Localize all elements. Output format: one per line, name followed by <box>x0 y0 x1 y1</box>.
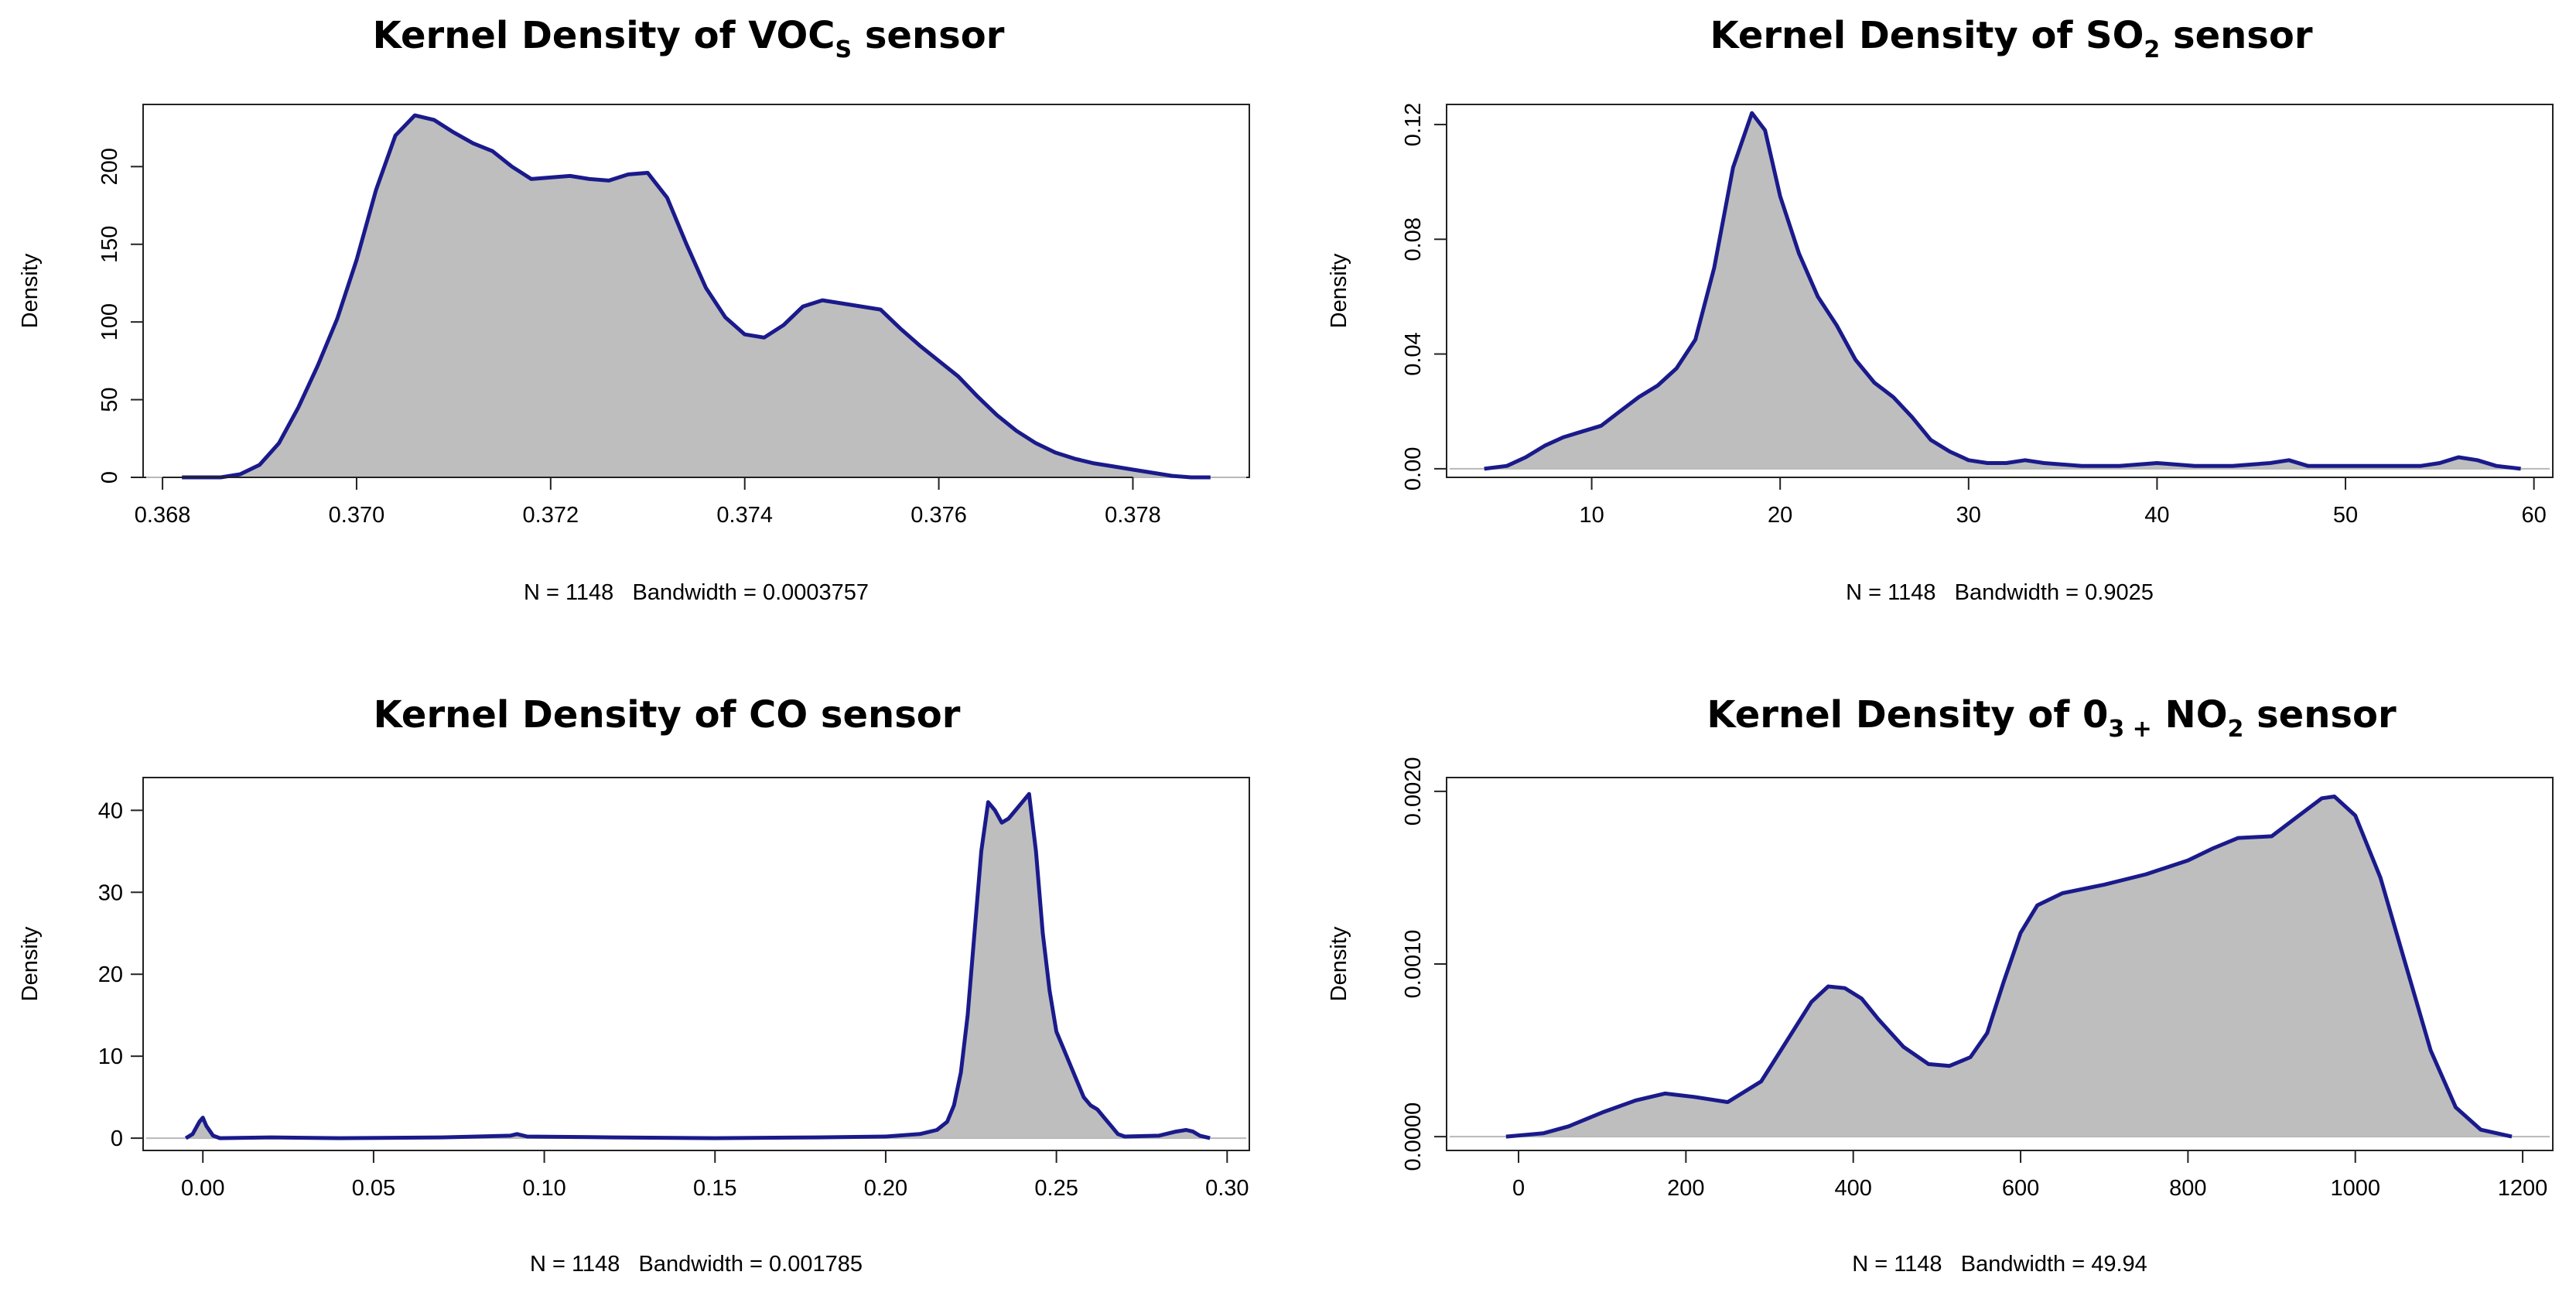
co-x-tick-label: 0.30 <box>1205 1176 1249 1201</box>
o3-no2-title: Kernel Density of 03 + NO2 sensor <box>1707 693 2397 743</box>
voc-density-area <box>182 115 1211 477</box>
o3-no2-x-tick-label: 800 <box>2169 1176 2206 1201</box>
co-title: Kernel Density of CO sensor <box>374 693 961 737</box>
so2-x-tick-label: 60 <box>2522 503 2547 528</box>
co-title-main: Kernel Density of CO sensor <box>374 693 961 737</box>
so2-title: Kernel Density of SO2 sensor <box>1710 14 2312 63</box>
o3-no2-density-panel: Kernel Density of 03 + NO2 sensor 0 200 400… <box>1327 693 2554 1277</box>
o3-no2-title-subscript-2: 2 <box>2228 716 2244 743</box>
so2-x-tick-label: 50 <box>2333 503 2358 528</box>
o3-no2-x-tick-label: 1000 <box>2330 1176 2380 1201</box>
so2-y-axis-title: Density <box>1327 253 1351 328</box>
voc-title-suffix: sensor <box>852 14 1005 57</box>
so2-x-tick-label: 40 <box>2144 503 2169 528</box>
so2-density-curve <box>1484 111 2521 471</box>
co-x-tick-label: 0.05 <box>352 1176 395 1201</box>
co-x-tick-label: 0.10 <box>522 1176 565 1201</box>
o3-no2-title-subscript: 3 + <box>2108 716 2151 743</box>
co-density-curve <box>184 791 1211 1140</box>
co-y-tick-label: 10 <box>98 1044 123 1069</box>
o3-no2-x-tick-label: 0 <box>1512 1176 1525 1201</box>
so2-y-tick-label: 0.12 <box>1401 103 1426 146</box>
voc-bandwidth-label: N = 1148 Bandwidth = 0.0003757 <box>524 580 869 605</box>
so2-x-tick-label: 20 <box>1768 503 1792 528</box>
co-density-area <box>186 794 1211 1139</box>
o3-no2-title-main: Kernel Density of 0 <box>1707 693 2108 737</box>
co-y-tick-label: 30 <box>98 880 123 905</box>
co-x-tick-label: 0.20 <box>864 1176 907 1201</box>
o3-no2-density-area <box>1505 796 2512 1137</box>
voc-density-curve <box>182 113 1211 480</box>
so2-title-subscript: 2 <box>2144 36 2160 63</box>
co-y-axis-title: Density <box>18 926 43 1001</box>
voc-y-tick-label: 0 <box>97 471 122 484</box>
co-y-tick-label: 40 <box>98 798 123 823</box>
so2-x-tick-label: 30 <box>1956 503 1981 528</box>
co-x-tick-label: 0.15 <box>693 1176 736 1201</box>
voc-title: Kernel Density of VOCS sensor <box>373 14 1005 63</box>
voc-y-axis-title: Density <box>18 253 43 328</box>
voc-title-main: Kernel Density of VOC <box>373 14 835 57</box>
so2-density-panel: Kernel Density of SO2 sensor 10 20 30 40 50 60… <box>1327 14 2554 605</box>
voc-x-tick-label: 0.376 <box>910 503 967 528</box>
o3-no2-y-axis-title: Density <box>1327 926 1351 1001</box>
so2-bandwidth-label: N = 1148 Bandwidth = 0.9025 <box>1846 580 2154 605</box>
so2-title-main: Kernel Density of SO <box>1710 14 2144 57</box>
voc-x-tick-label: 0.372 <box>523 503 579 528</box>
co-x-tick-label: 0.25 <box>1034 1176 1078 1201</box>
so2-y-tick-label: 0.08 <box>1401 217 1426 261</box>
o3-no2-density-curve <box>1505 795 2513 1139</box>
o3-no2-title-suffix: NO <box>2152 693 2228 737</box>
voc-density-panel: Kernel Density of VOCS sensor 0.368 0.370 0… <box>18 14 1250 605</box>
voc-x-tick-label: 0.370 <box>329 503 385 528</box>
o3-no2-y-tick-label: 0.0010 <box>1401 930 1426 999</box>
so2-title-suffix: sensor <box>2160 14 2313 57</box>
o3-no2-x-tick-label: 200 <box>1667 1176 1704 1201</box>
voc-x-tick-label: 0.368 <box>135 503 191 528</box>
co-density-panel: Kernel Density of CO sensor 0.00 0.05 0.10 0… <box>18 693 1250 1277</box>
so2-x-tick-label: 10 <box>1579 503 1604 528</box>
o3-no2-bandwidth-label: N = 1148 Bandwidth = 49.94 <box>1852 1252 2147 1277</box>
o3-no2-y-tick-label: 0.0020 <box>1401 757 1426 826</box>
voc-y-tick-label: 100 <box>97 303 122 340</box>
voc-y-tick-label: 150 <box>97 226 122 263</box>
o3-no2-y-tick-label: 0.0000 <box>1401 1102 1426 1171</box>
so2-density-area <box>1484 113 2521 469</box>
so2-y-tick-label: 0.04 <box>1401 332 1426 375</box>
voc-y-tick-label: 200 <box>97 148 122 185</box>
voc-title-subscript: S <box>835 36 852 63</box>
voc-y-tick-label: 50 <box>97 387 122 412</box>
so2-y-tick-label: 0.00 <box>1401 447 1426 491</box>
co-y-tick-label: 0 <box>111 1126 123 1151</box>
o3-no2-x-tick-label: 1200 <box>2498 1176 2548 1201</box>
co-y-tick-label: 20 <box>98 962 123 987</box>
o3-no2-x-tick-label: 600 <box>2002 1176 2039 1201</box>
voc-x-tick-label: 0.378 <box>1105 503 1161 528</box>
o3-no2-title-suffix-2: sensor <box>2243 693 2397 737</box>
voc-x-tick-label: 0.374 <box>716 503 773 528</box>
co-bandwidth-label: N = 1148 Bandwidth = 0.001785 <box>530 1252 863 1277</box>
co-x-tick-label: 0.00 <box>181 1176 224 1201</box>
o3-no2-x-tick-label: 400 <box>1835 1176 1872 1201</box>
